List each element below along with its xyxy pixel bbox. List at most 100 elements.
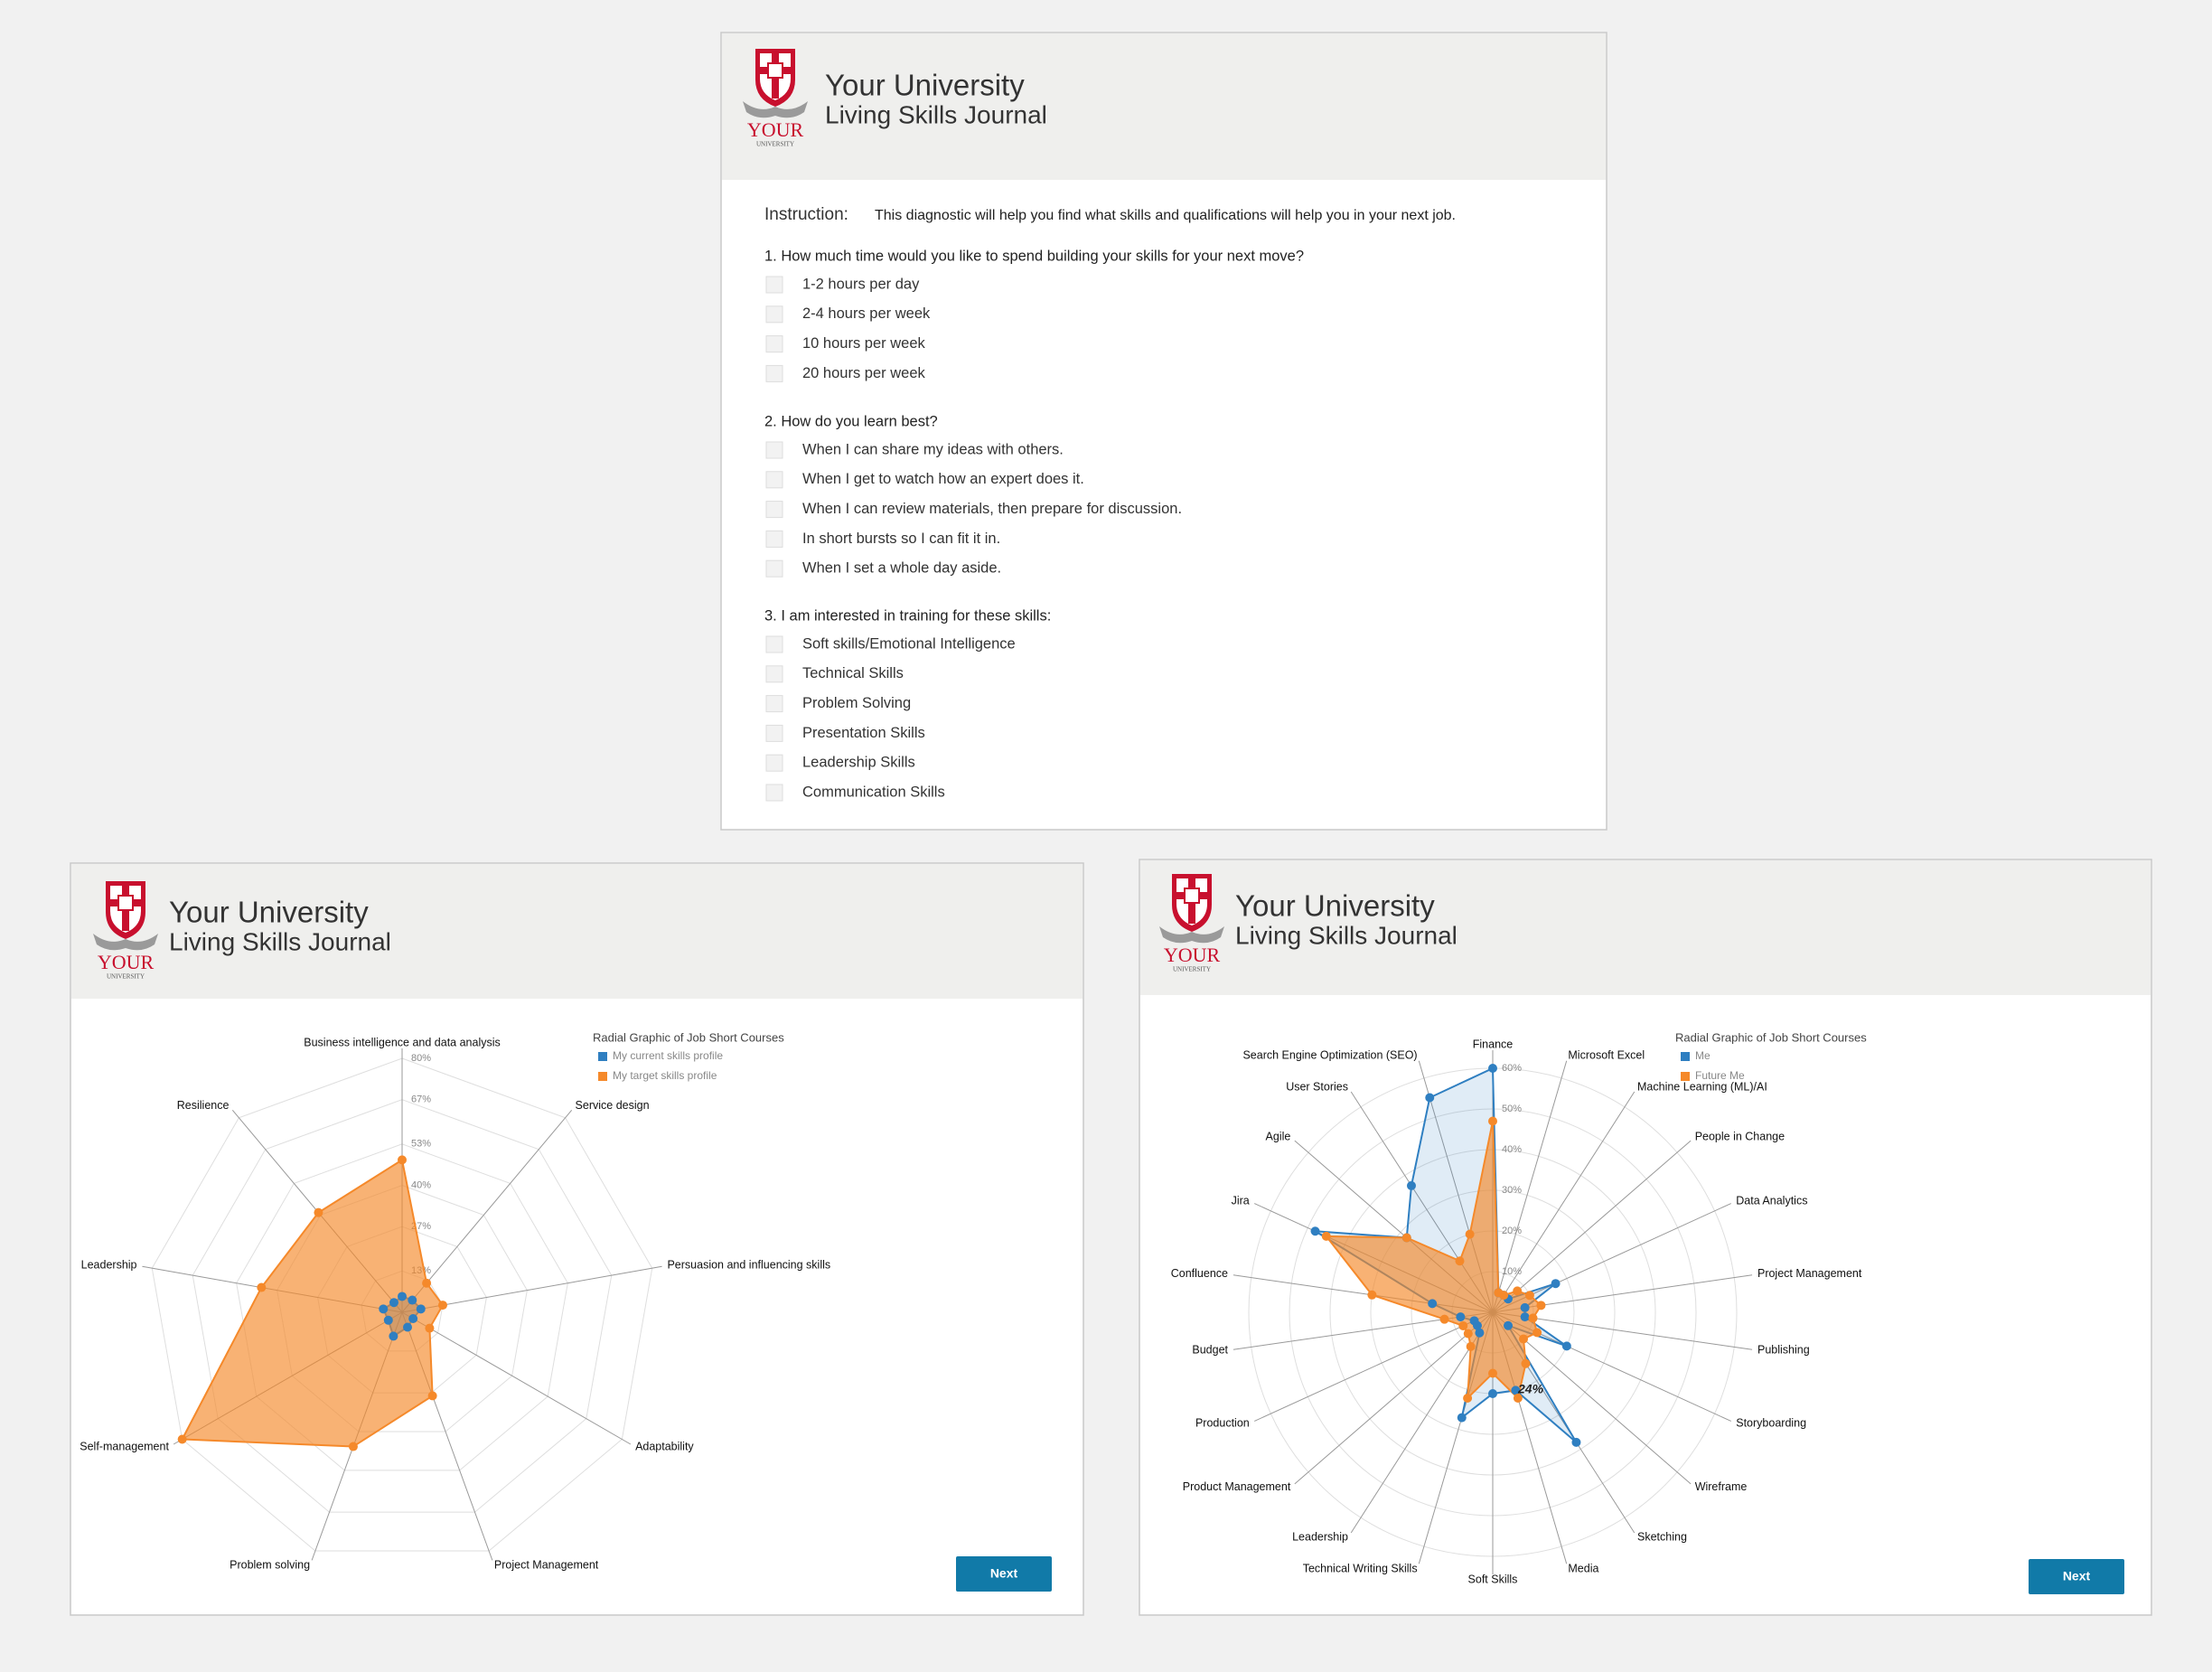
data-point — [383, 1315, 393, 1325]
grid-ring — [192, 1099, 613, 1513]
data-point — [1469, 1316, 1479, 1326]
data-point — [177, 1434, 187, 1444]
header-title: Your University — [825, 69, 1025, 102]
axis-label: Media — [1568, 1562, 1598, 1574]
data-point — [1561, 1341, 1571, 1351]
legend-label: Future Me — [1695, 1069, 1745, 1082]
header-title: Your University — [1235, 889, 1435, 923]
data-point — [1511, 1386, 1521, 1395]
instruction-label: Instruction: — [764, 205, 848, 224]
legend-swatch — [598, 1052, 607, 1061]
tick-label: 30% — [1502, 1185, 1522, 1196]
checkbox[interactable] — [765, 364, 783, 382]
next-button[interactable] — [956, 1556, 1052, 1592]
data-point — [425, 1323, 435, 1333]
panel-header — [1140, 860, 2151, 995]
checkbox[interactable] — [765, 335, 783, 353]
data-point — [1513, 1286, 1523, 1296]
header-subtitle: Living Skills Journal — [169, 927, 391, 955]
data-point — [1465, 1229, 1475, 1239]
logo-scroll — [743, 101, 808, 118]
checkbox[interactable] — [765, 635, 783, 653]
checkbox[interactable] — [765, 665, 783, 683]
data-point — [408, 1295, 417, 1305]
axis-line — [1492, 1091, 1636, 1313]
data-point — [1551, 1279, 1561, 1289]
instruction-text: This diagnostic will help you find what … — [875, 208, 1456, 223]
axis-label: Leadership — [81, 1259, 137, 1272]
data-point — [437, 1301, 447, 1310]
tick-label: 10% — [1502, 1266, 1522, 1277]
tick-label: 80% — [411, 1053, 431, 1064]
axis-label: People in Change — [1695, 1130, 1785, 1142]
checkbox[interactable] — [765, 724, 783, 742]
checkbox[interactable] — [765, 305, 783, 324]
annotation: 24% — [1517, 1382, 1544, 1396]
axis-label: Machine Learning (ML)/AI — [1637, 1080, 1767, 1093]
checkbox[interactable] — [765, 441, 783, 459]
checkbox[interactable] — [765, 559, 783, 578]
logo-subtext: UNIVERSITY — [107, 973, 145, 981]
data-point — [416, 1304, 426, 1314]
option-label: Communication Skills — [802, 784, 945, 800]
logo-subtext: UNIVERSITY — [1173, 966, 1211, 973]
checkbox[interactable] — [765, 754, 783, 772]
option-label: When I get to watch how an expert does i… — [802, 471, 1084, 487]
next-button-label[interactable]: Next — [990, 1566, 1018, 1581]
data-point — [1439, 1314, 1449, 1324]
axis-label: Product Management — [1183, 1480, 1291, 1493]
logo-subtext: UNIVERSITY — [756, 141, 794, 148]
data-point — [1519, 1334, 1529, 1344]
logo-emblem — [1184, 888, 1200, 904]
data-point — [1532, 1328, 1542, 1338]
data-point — [1321, 1231, 1331, 1241]
data-point — [1428, 1299, 1438, 1309]
data-point — [389, 1331, 398, 1341]
option-label: Technical Skills — [802, 665, 904, 681]
axis-label: Leadership — [1292, 1530, 1348, 1543]
data-point — [1463, 1393, 1473, 1403]
checkbox[interactable] — [765, 501, 783, 519]
tick-label: 40% — [1502, 1144, 1522, 1155]
data-point — [1310, 1226, 1320, 1236]
data-point — [1463, 1329, 1473, 1339]
series-area — [181, 1158, 445, 1448]
axis-label: Service design — [576, 1099, 650, 1112]
axis-label: Project Management — [494, 1558, 599, 1571]
axis-label: Soft Skills — [1468, 1573, 1518, 1585]
checkbox[interactable] — [765, 471, 783, 489]
option-label: 2-4 hours per week — [802, 305, 931, 322]
legend-swatch — [1681, 1072, 1690, 1081]
tick-label: 67% — [411, 1094, 431, 1105]
data-point — [348, 1442, 358, 1451]
axis-label: Budget — [1192, 1343, 1228, 1356]
axis-line — [1294, 1311, 1494, 1485]
data-point — [422, 1278, 432, 1288]
data-point — [1520, 1312, 1530, 1322]
checkbox[interactable] — [765, 784, 783, 802]
axis-label: Data Analytics — [1736, 1194, 1807, 1207]
legend-label: My current skills profile — [613, 1049, 723, 1062]
checkbox[interactable] — [765, 530, 783, 548]
data-point — [379, 1304, 389, 1314]
logo-emblem — [117, 895, 134, 911]
next-button[interactable] — [2029, 1559, 2124, 1594]
option-label: 10 hours per week — [802, 335, 925, 352]
data-point — [1406, 1180, 1416, 1190]
option-label: Problem Solving — [802, 695, 911, 711]
data-point — [1458, 1320, 1468, 1330]
axis-line — [1492, 1140, 1692, 1313]
axis-label: Sketching — [1637, 1530, 1687, 1543]
data-point — [1504, 1320, 1514, 1330]
grid-ring — [151, 1057, 653, 1552]
checkbox[interactable] — [765, 695, 783, 713]
next-button-label[interactable]: Next — [2063, 1569, 2091, 1583]
data-point — [1524, 1291, 1534, 1301]
axis-label: Problem solving — [230, 1558, 310, 1571]
axis-label: Finance — [1473, 1038, 1514, 1050]
data-point — [1488, 1064, 1497, 1073]
checkbox[interactable] — [765, 276, 783, 294]
data-point — [1401, 1233, 1411, 1243]
option-label: When I set a whole day aside. — [802, 560, 1001, 577]
